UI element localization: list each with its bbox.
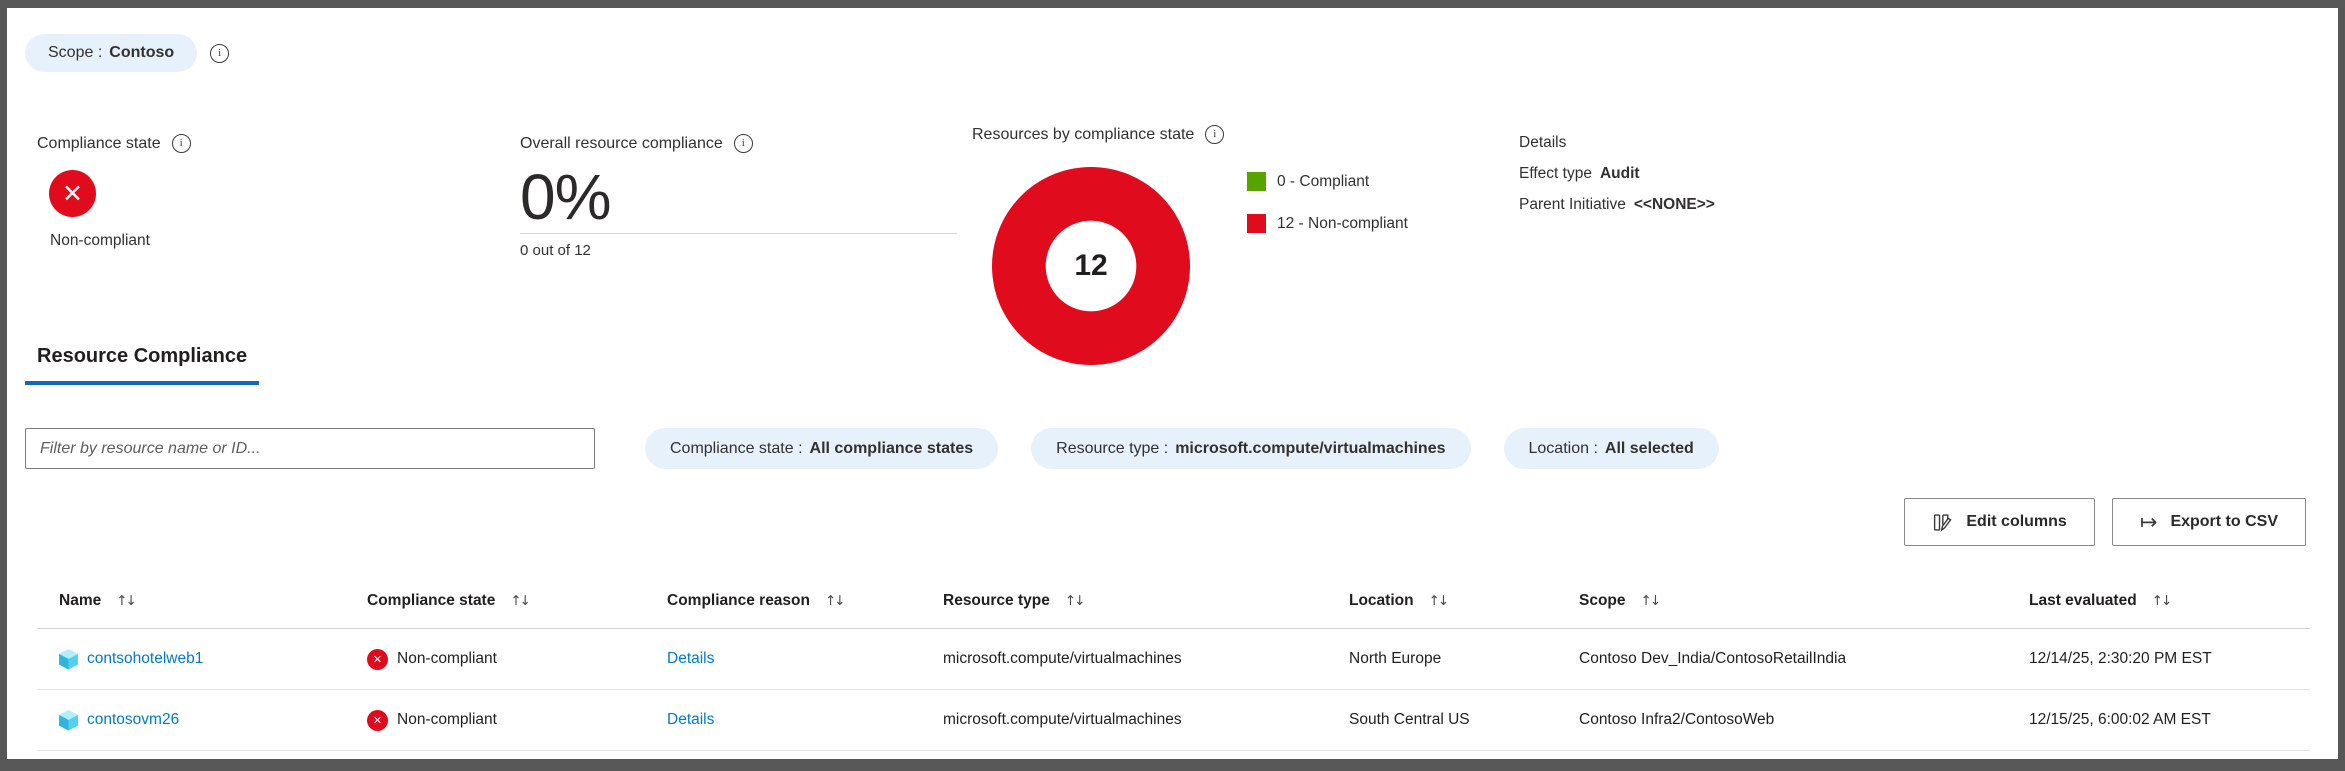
info-icon[interactable]	[1205, 125, 1225, 144]
compliant-swatch-icon	[1247, 172, 1266, 191]
export-csv-label: Export to CSV	[2170, 513, 2278, 530]
column-header-location[interactable]: Location	[1349, 592, 1579, 610]
legend-label: 12 - Non-compliant	[1277, 214, 1408, 232]
donut-center-label: 12	[1074, 249, 1108, 282]
compliance-state-section: Compliance state Non-compliant	[37, 134, 191, 250]
table-toolbar: Edit columns ↦ Export to CSV	[1904, 498, 2306, 546]
pill-value: microsoft.compute/virtualmachines	[1175, 439, 1446, 457]
overall-fraction-label: 0 out of 12	[520, 242, 591, 259]
tab-resource-compliance[interactable]: Resource Compliance	[25, 345, 260, 385]
sort-icon[interactable]	[1065, 593, 1084, 609]
scope-cell: Contoso Infra2/ContosoWeb	[1579, 711, 1775, 728]
filter-pill-compliance-state[interactable]: Compliance state : All compliance states	[645, 428, 999, 469]
column-header-scope[interactable]: Scope	[1579, 592, 2029, 610]
compliance-state-cell: Non-compliant	[397, 650, 497, 667]
sort-icon[interactable]	[2152, 593, 2171, 609]
location-cell: North Europe	[1349, 650, 1442, 667]
by-state-section-title: Resources by compliance state	[972, 125, 1225, 144]
scope-pill[interactable]: Scope : Contoso	[25, 34, 198, 72]
resource-name-link[interactable]: contsohotelweb1	[87, 650, 204, 667]
by-state-title: Resources by compliance state	[972, 125, 1195, 143]
info-icon[interactable]	[171, 134, 191, 153]
detail-value: <<NONE>>	[1633, 196, 1715, 213]
sort-icon[interactable]	[116, 593, 135, 609]
table-header-row: Name Compliance state Compliance reason …	[37, 573, 2310, 629]
sort-icon[interactable]	[1429, 593, 1448, 609]
details-link[interactable]: Details	[667, 650, 715, 667]
detail-label: Parent Initiative	[1519, 196, 1626, 213]
details-section: Details Effect type Audit Parent Initiati…	[1519, 134, 1715, 214]
export-icon: ↦	[2139, 509, 2158, 534]
column-header-compliance-reason[interactable]: Compliance reason	[667, 592, 943, 610]
sort-icon[interactable]	[510, 593, 529, 609]
error-icon	[367, 709, 388, 731]
resource-filter-input[interactable]	[25, 428, 595, 469]
compliance-status-label: Non-compliant	[50, 232, 150, 249]
column-header-compliance-state[interactable]: Compliance state	[367, 592, 667, 610]
virtual-machine-icon	[59, 709, 78, 731]
table-row[interactable]: contosovm26 Non-compliant Details micros…	[37, 690, 2310, 751]
detail-value: Audit	[1599, 165, 1640, 182]
details-link[interactable]: Details	[667, 711, 715, 728]
pill-value: All compliance states	[809, 439, 974, 457]
info-icon[interactable]	[210, 43, 230, 63]
compliance-state-title: Compliance state	[37, 134, 161, 152]
edit-columns-label: Edit columns	[1966, 513, 2067, 530]
column-header-name[interactable]: Name	[37, 592, 367, 610]
scope-row: Scope : Contoso	[25, 34, 230, 72]
detail-row: Effect type Audit	[1519, 165, 1715, 183]
export-csv-button[interactable]: ↦ Export to CSV	[2111, 498, 2306, 546]
scope-pill-value: Contoso	[109, 44, 175, 61]
last-evaluated-cell: 12/15/25, 6:00:02 AM EST	[2029, 711, 2211, 728]
pill-value: All selected	[1604, 439, 1694, 457]
error-icon	[49, 170, 96, 217]
overall-percent-value: 0%	[520, 161, 612, 233]
overall-compliance-section: Overall resource compliance 0% 0 out of …	[520, 134, 957, 259]
virtual-machine-icon	[59, 648, 78, 670]
resource-type-cell: microsoft.compute/virtualmachines	[943, 711, 1182, 728]
filter-pill-resource-type[interactable]: Resource type : microsoft.compute/virtua…	[1031, 428, 1471, 469]
edit-columns-button[interactable]: Edit columns	[1904, 498, 2095, 546]
non-compliant-swatch-icon	[1247, 214, 1266, 233]
column-header-resource-type[interactable]: Resource type	[943, 592, 1349, 610]
column-header-last-evaluated[interactable]: Last evaluated	[2029, 592, 2310, 610]
filter-pills: Compliance state : All compliance states…	[645, 428, 1719, 469]
detail-label: Effect type	[1519, 165, 1592, 182]
overall-compliance-title: Overall resource compliance	[520, 134, 723, 152]
legend-item: 12 - Non-compliant	[1247, 214, 1408, 233]
info-icon[interactable]	[733, 134, 753, 153]
resource-name-link[interactable]: contosovm26	[87, 711, 180, 728]
sort-icon[interactable]	[825, 593, 844, 609]
pill-label: Location :	[1528, 439, 1598, 457]
detail-row: Parent Initiative <<NONE>>	[1519, 196, 1715, 214]
scope-cell: Contoso Dev_India/ContosoRetailIndia	[1579, 650, 1847, 667]
last-evaluated-cell: 12/14/25, 2:30:20 PM EST	[2029, 650, 2212, 667]
edit-columns-icon	[1932, 512, 1953, 533]
filter-row: Compliance state : All compliance states…	[25, 428, 1719, 469]
scope-pill-label: Scope :	[48, 44, 103, 61]
legend-label: 0 - Compliant	[1277, 172, 1370, 190]
filter-pill-location[interactable]: Location : All selected	[1503, 428, 1719, 469]
resource-compliance-table: Name Compliance state Compliance reason …	[37, 573, 2310, 751]
resource-type-cell: microsoft.compute/virtualmachines	[943, 650, 1182, 667]
error-icon	[367, 648, 388, 670]
pill-label: Resource type :	[1056, 439, 1169, 457]
sort-icon[interactable]	[1641, 593, 1660, 609]
pill-label: Compliance state :	[670, 439, 803, 457]
location-cell: South Central US	[1349, 711, 1470, 728]
compliance-donut-chart[interactable]: 12	[992, 167, 1190, 365]
compliance-state-cell: Non-compliant	[397, 711, 497, 728]
donut-legend: 0 - Compliant 12 - Non-compliant	[1247, 172, 1408, 233]
table-row[interactable]: contsohotelweb1 Non-compliant Details mi…	[37, 629, 2310, 690]
details-title: Details	[1519, 134, 1567, 151]
percent-divider	[520, 233, 957, 234]
legend-item: 0 - Compliant	[1247, 172, 1408, 191]
